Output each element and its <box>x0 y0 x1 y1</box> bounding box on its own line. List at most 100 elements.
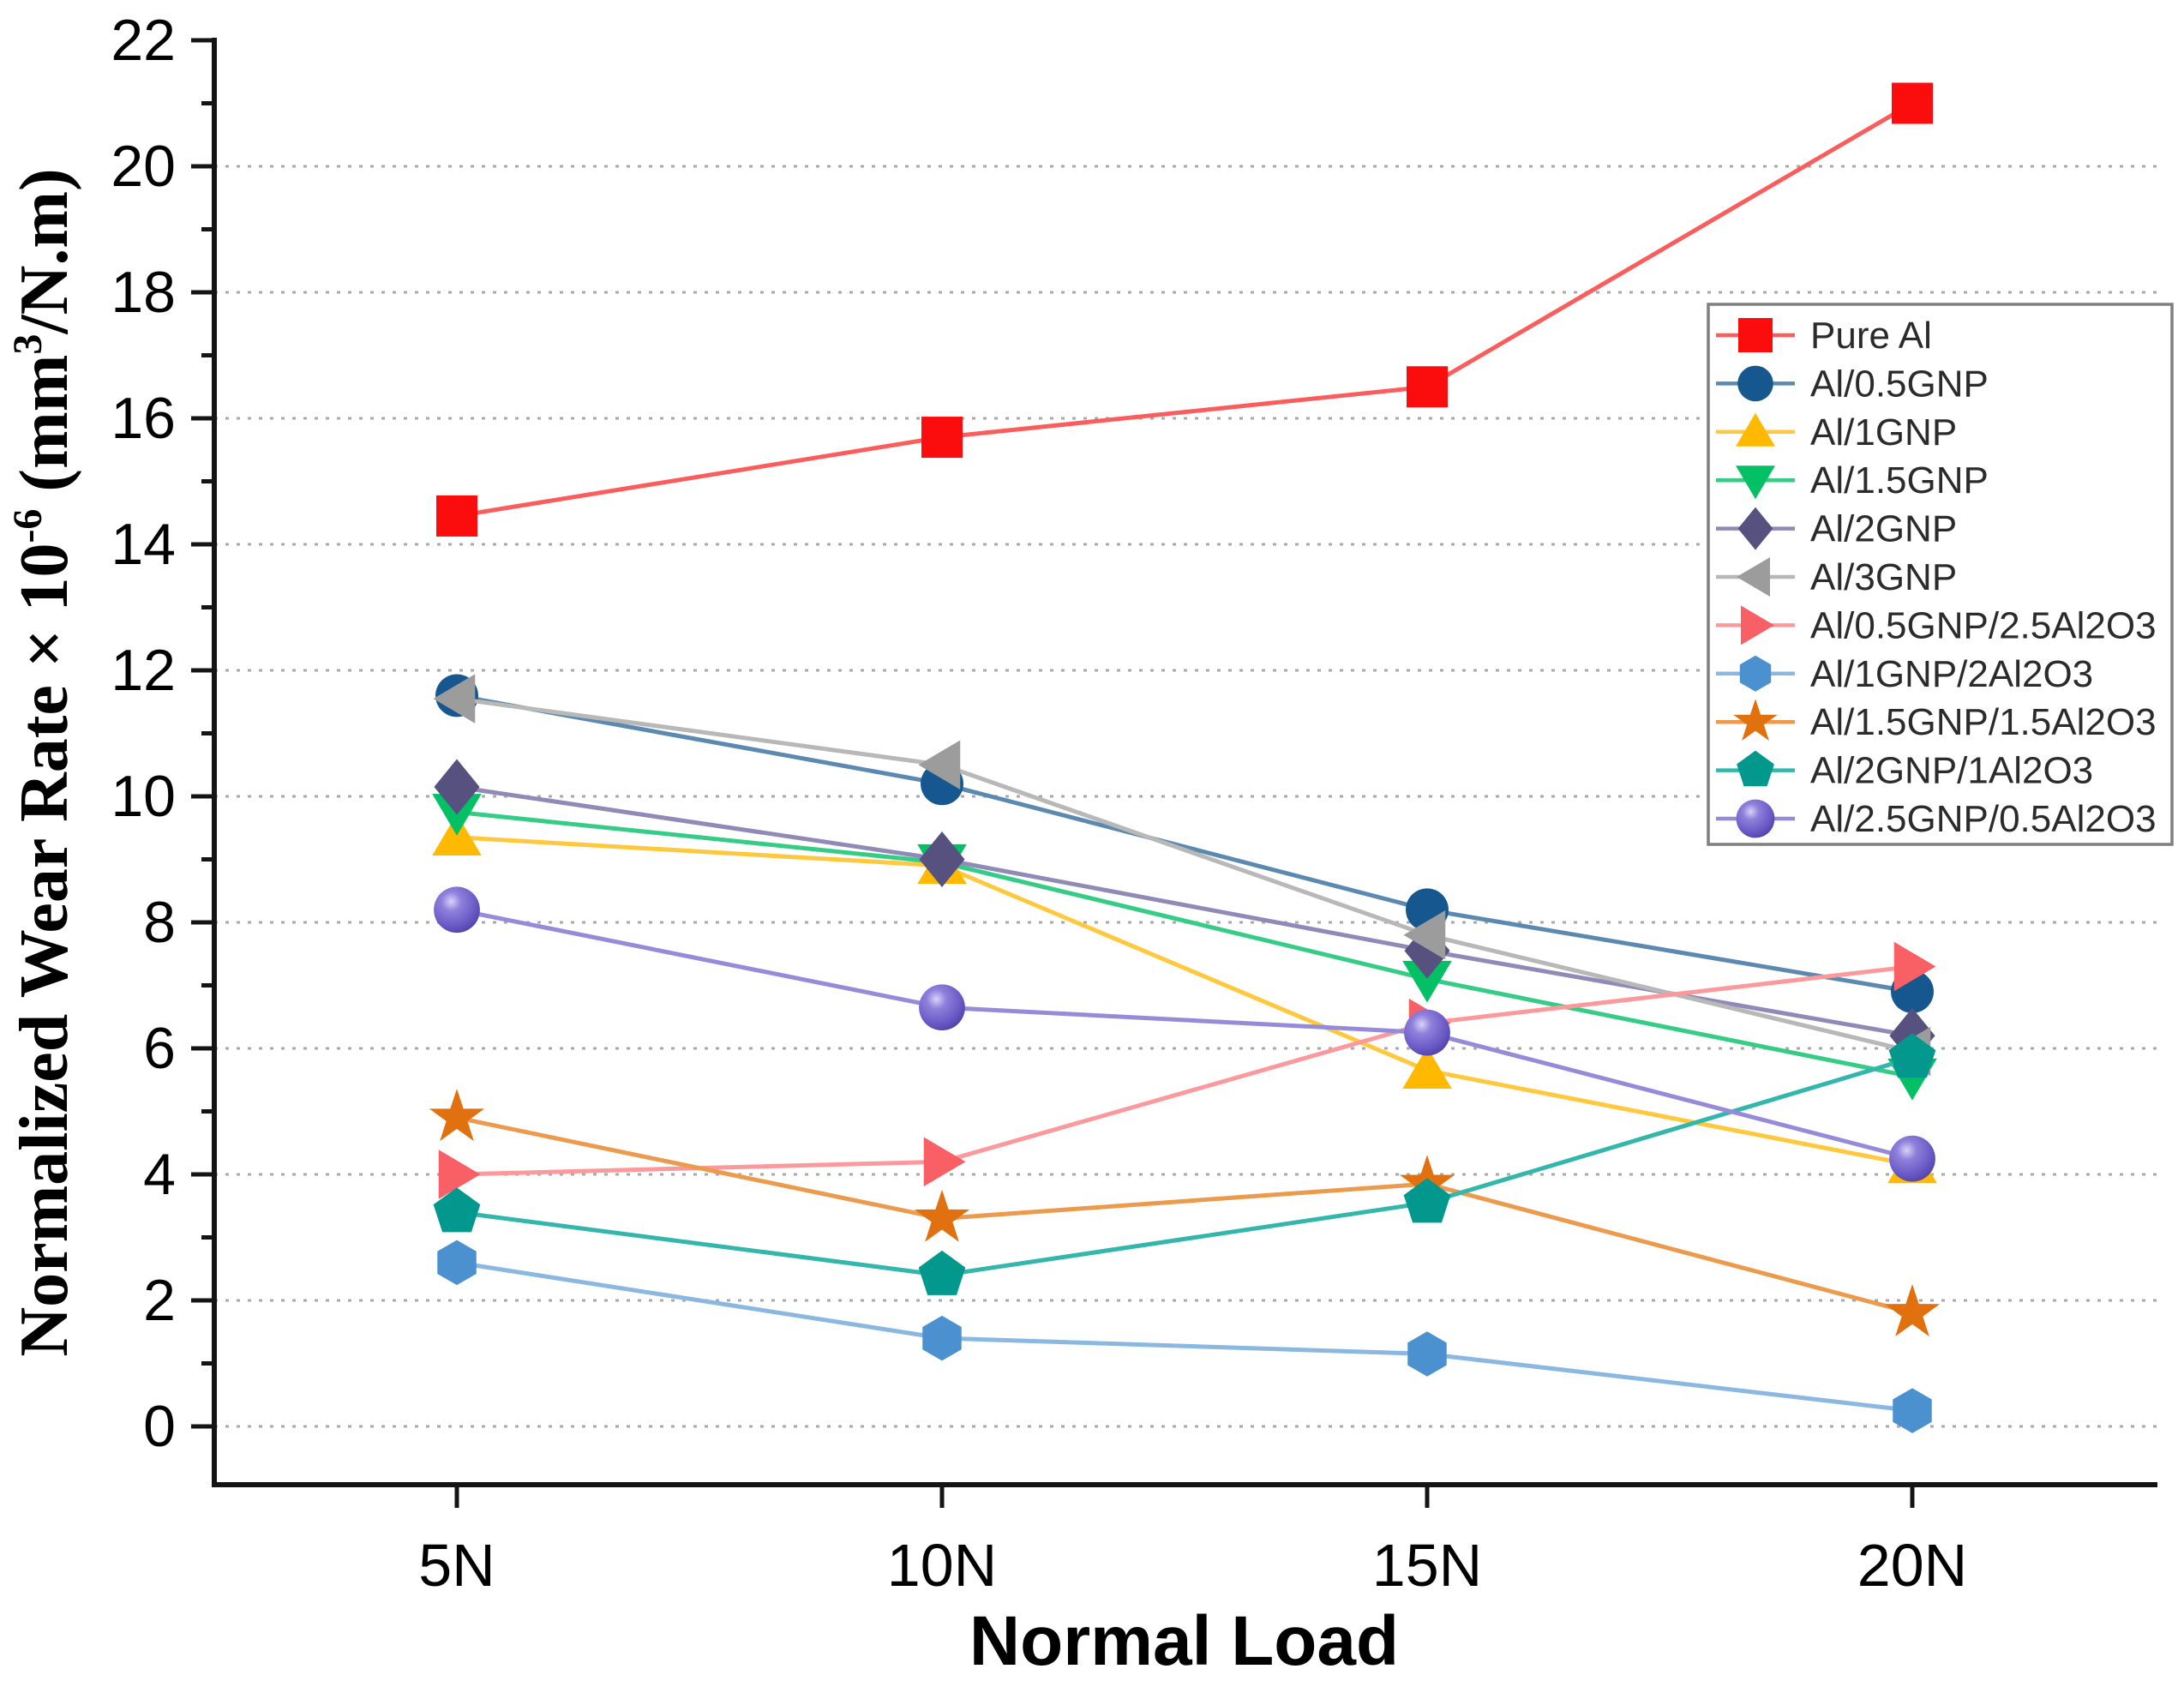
data-point-10N <box>923 1137 966 1187</box>
data-point-10N <box>918 1250 966 1295</box>
legend-marker-triangle-left <box>1737 557 1770 597</box>
data-point-20N <box>1888 1033 1936 1078</box>
data-point-20N <box>1892 82 1933 124</box>
series-line <box>456 693 1913 994</box>
y-axis-title: Normalized Wear Rate × 10-6 (mm3/N.m) <box>5 168 82 1356</box>
series-pure-al <box>436 82 1933 537</box>
legend-label: Al/2GNP/1Al2O3 <box>1810 750 2093 792</box>
legend-marker-star <box>1733 699 1778 741</box>
legend-item: Al/1GNP/2Al2O3 <box>1716 653 2093 695</box>
data-point-15N <box>1402 1047 1452 1089</box>
legend-item: Al/2.5GNP/0.5Al2O3 <box>1716 798 2157 840</box>
legend-label: Al/1GNP/2Al2O3 <box>1810 653 2093 695</box>
data-point-10N <box>922 1315 962 1361</box>
legend-label: Al/2GNP <box>1810 508 1957 550</box>
legend-item: Al/2GNP <box>1716 507 1957 550</box>
data-point-5N <box>438 1150 481 1199</box>
legend-item: Pure Al <box>1716 315 1932 357</box>
data-point-20N <box>1884 1283 1941 1337</box>
y-tick-label: 22 <box>111 8 176 73</box>
y-tick-label: 18 <box>111 260 176 325</box>
data-point-20N <box>1889 1135 1935 1182</box>
series-line <box>456 1055 1913 1278</box>
data-point-15N <box>1407 366 1448 408</box>
data-point-10N <box>919 831 965 887</box>
series-line <box>456 809 1913 1079</box>
data-point-10N <box>921 417 963 459</box>
data-point-20N <box>1893 941 1936 992</box>
data-point-10N <box>918 740 961 789</box>
axes <box>191 38 2157 1508</box>
data-point-15N <box>1404 1009 1450 1056</box>
data-point-5N <box>433 674 476 723</box>
series-al-2.5gnp-0.5al2o3 <box>434 886 1935 1182</box>
data-point-10N <box>914 1189 970 1242</box>
data-point-5N <box>434 759 480 815</box>
y-tick-label: 2 <box>143 1268 176 1333</box>
y-tick-label: 4 <box>143 1142 176 1207</box>
y-tick-label: 16 <box>111 386 176 451</box>
series-line <box>456 1260 1913 1414</box>
legend-label: Al/2.5GNP/0.5Al2O3 <box>1810 798 2157 840</box>
legend-label: Al/1.5GNP <box>1810 459 1989 501</box>
legend-marker-pentagon <box>1737 750 1774 787</box>
data-point-15N <box>1403 1178 1451 1223</box>
legend-marker-circle <box>1737 365 1773 402</box>
y-tick-label: 20 <box>111 134 176 199</box>
series-al-2gnp-1al2o3 <box>433 1033 1936 1295</box>
legend-marker-triangle-right <box>1741 605 1774 645</box>
data-point-5N <box>437 1240 477 1286</box>
legend-label: Al/1GNP <box>1810 411 1957 453</box>
data-point-15N <box>1402 960 1452 1003</box>
legend: Pure Al Al/0.5GNP Al/1GNP Al/1.5GNP Al/2GNP A… <box>1707 303 2174 846</box>
y-tick-label: 0 <box>143 1394 176 1459</box>
y-tick-label: 12 <box>111 638 176 703</box>
y-tick-label: 10 <box>111 764 176 829</box>
series-line <box>456 1115 1913 1316</box>
legend-marker-sphere <box>1736 799 1775 838</box>
data-point-15N <box>1407 1331 1447 1377</box>
data-point-20N <box>1893 1388 1932 1433</box>
series-line <box>456 101 1914 519</box>
legend-marker-diamond <box>1737 507 1773 550</box>
series-al-1gnp-2al2o3 <box>437 1240 1932 1433</box>
axis-labels: 0 2 4 6 8 10 12 14 16 18 20 22 5N 10N 15N 20N Normal Loa… <box>5 8 1967 1680</box>
x-tick-label: 10N <box>887 1532 997 1599</box>
series-al-3gnp <box>433 674 1931 1077</box>
x-tick-label: 20N <box>1857 1532 1967 1599</box>
data-point-10N <box>919 984 965 1031</box>
series-line <box>456 835 1913 1168</box>
legend-item: Al/1.5GNP <box>1716 459 1989 501</box>
x-axis-title: Normal Load <box>969 1602 1399 1680</box>
legend-label: Al/0.5GNP <box>1810 363 1989 405</box>
y-tick-label: 6 <box>143 1016 176 1081</box>
data-point-5N <box>432 794 482 836</box>
data-point-5N <box>436 495 477 537</box>
legend-item: Al/0.5GNP <box>1716 363 1989 405</box>
legend-label: Al/1.5GNP/1.5Al2O3 <box>1810 701 2157 743</box>
legend-item: Al/1.5GNP/1.5Al2O3 <box>1716 699 2157 743</box>
series-line <box>456 696 1913 1054</box>
legend-item: Al/1GNP <box>1716 411 1957 453</box>
legend-item: Al/0.5GNP/2.5Al2O3 <box>1716 604 2157 646</box>
legend-marker-triangle-up <box>1736 412 1775 447</box>
legend-marker-square <box>1738 318 1773 352</box>
legend-marker-triangle-down <box>1736 465 1775 500</box>
data-point-5N <box>434 886 480 934</box>
legend-box <box>1707 303 2174 846</box>
legend-label: Al/3GNP <box>1810 556 1957 598</box>
x-tick-label: 5N <box>418 1532 495 1599</box>
data-point-15N <box>1403 910 1446 960</box>
y-tick-label: 8 <box>143 890 176 955</box>
legend-item: Al/2GNP/1Al2O3 <box>1716 750 2093 792</box>
y-tick-label: 14 <box>111 512 176 577</box>
legend-item: Al/3GNP <box>1716 556 1957 598</box>
legend-marker-hexagon <box>1739 655 1772 692</box>
series-line <box>456 907 1913 1162</box>
legend-label: Al/0.5GNP/2.5Al2O3 <box>1810 604 2157 646</box>
x-tick-label: 15N <box>1372 1532 1482 1599</box>
data-point-5N <box>433 1187 481 1233</box>
data-point-5N <box>429 1089 485 1142</box>
legend-label: Pure Al <box>1810 315 1932 357</box>
